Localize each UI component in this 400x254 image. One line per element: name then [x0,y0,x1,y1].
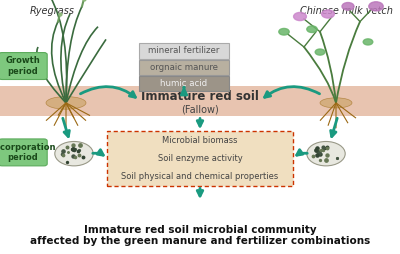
Circle shape [307,26,317,33]
Text: Incorporation
period: Incorporation period [0,143,55,162]
Circle shape [342,3,354,10]
Circle shape [279,28,289,35]
FancyBboxPatch shape [139,59,229,75]
Text: orgnaic manure: orgnaic manure [150,63,218,72]
Text: Immature red soil microbial community
affected by the green manure and fertilize: Immature red soil microbial community af… [30,225,370,246]
Circle shape [294,12,306,21]
Text: Microbial biomass: Microbial biomass [162,136,238,146]
FancyBboxPatch shape [0,53,47,80]
Circle shape [307,141,345,166]
FancyBboxPatch shape [0,139,47,166]
Ellipse shape [320,98,352,108]
Text: mineral fertilizer: mineral fertilizer [148,46,220,55]
FancyBboxPatch shape [107,131,293,186]
Circle shape [369,2,383,11]
Circle shape [315,49,325,55]
Text: Soil enzyme activity: Soil enzyme activity [158,154,242,163]
Text: Immature red soil: Immature red soil [141,90,259,103]
Circle shape [55,141,93,166]
Text: Growth
period: Growth period [6,56,40,76]
Circle shape [322,10,334,18]
Text: Chinese milk vetch: Chinese milk vetch [300,6,392,16]
FancyBboxPatch shape [139,43,229,58]
Bar [0,86,400,116]
Text: (Fallow): (Fallow) [181,105,219,115]
FancyBboxPatch shape [139,75,229,91]
Circle shape [363,39,373,45]
Text: Ryegrass: Ryegrass [30,6,74,16]
Text: Soil physical and chemical properties: Soil physical and chemical properties [121,172,279,181]
Ellipse shape [46,97,86,109]
Text: humic acid: humic acid [160,79,208,88]
